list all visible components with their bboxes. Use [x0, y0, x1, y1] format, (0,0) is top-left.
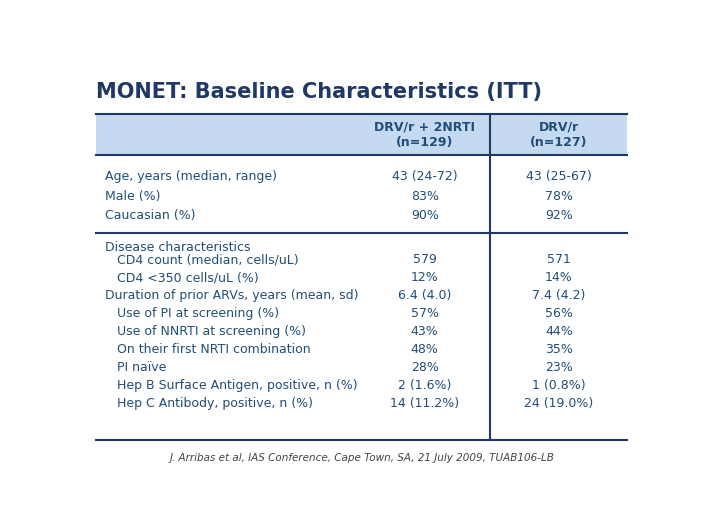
Text: 57%: 57% — [411, 307, 438, 320]
Text: 14%: 14% — [545, 271, 573, 285]
Text: 43 (25-67): 43 (25-67) — [526, 170, 592, 184]
Text: Male (%): Male (%) — [104, 189, 160, 203]
Text: 83%: 83% — [411, 189, 438, 203]
Text: Use of PI at screening (%): Use of PI at screening (%) — [116, 307, 279, 320]
Text: 92%: 92% — [545, 209, 573, 222]
Text: CD4 <350 cells/uL (%): CD4 <350 cells/uL (%) — [116, 271, 258, 285]
Text: 23%: 23% — [545, 361, 573, 374]
Text: 78%: 78% — [545, 189, 573, 203]
Text: Disease characteristics: Disease characteristics — [104, 241, 250, 254]
Text: J. Arribas et al, IAS Conference, Cape Town, SA, 21 July 2009, TUAB106-LB: J. Arribas et al, IAS Conference, Cape T… — [169, 453, 554, 463]
Text: 35%: 35% — [545, 343, 573, 356]
Text: 12%: 12% — [411, 271, 438, 285]
Text: 43 (24-72): 43 (24-72) — [392, 170, 457, 184]
Text: Use of NNRTI at screening (%): Use of NNRTI at screening (%) — [116, 325, 306, 338]
Text: Duration of prior ARVs, years (mean, sd): Duration of prior ARVs, years (mean, sd) — [104, 289, 358, 302]
Text: 28%: 28% — [411, 361, 438, 374]
Text: 24 (19.0%): 24 (19.0%) — [524, 397, 594, 410]
Text: 48%: 48% — [411, 343, 438, 356]
Text: Hep C Antibody, positive, n (%): Hep C Antibody, positive, n (%) — [116, 397, 313, 410]
Text: On their first NRTI combination: On their first NRTI combination — [116, 343, 311, 356]
Text: Caucasian (%): Caucasian (%) — [104, 209, 195, 222]
Text: 44%: 44% — [545, 325, 573, 338]
Text: 7.4 (4.2): 7.4 (4.2) — [532, 289, 585, 302]
Text: DRV/r
(n=127): DRV/r (n=127) — [530, 121, 587, 149]
Text: DRV/r + 2NRTI
(n=129): DRV/r + 2NRTI (n=129) — [374, 121, 475, 149]
Text: PI naïve: PI naïve — [116, 361, 166, 374]
Text: 6.4 (4.0): 6.4 (4.0) — [398, 289, 451, 302]
Text: 571: 571 — [547, 253, 570, 267]
Text: MONET: Baseline Characteristics (ITT): MONET: Baseline Characteristics (ITT) — [97, 82, 542, 102]
Text: 2 (1.6%): 2 (1.6%) — [398, 379, 451, 392]
Text: 56%: 56% — [545, 307, 573, 320]
Text: CD4 count (median, cells/uL): CD4 count (median, cells/uL) — [116, 253, 299, 267]
Text: 90%: 90% — [411, 209, 438, 222]
Text: Age, years (median, range): Age, years (median, range) — [104, 170, 277, 184]
Text: 1 (0.8%): 1 (0.8%) — [532, 379, 585, 392]
Text: 579: 579 — [413, 253, 437, 267]
Text: Hep B Surface Antigen, positive, n (%): Hep B Surface Antigen, positive, n (%) — [116, 379, 357, 392]
Text: 14 (11.2%): 14 (11.2%) — [390, 397, 460, 410]
Text: 43%: 43% — [411, 325, 438, 338]
